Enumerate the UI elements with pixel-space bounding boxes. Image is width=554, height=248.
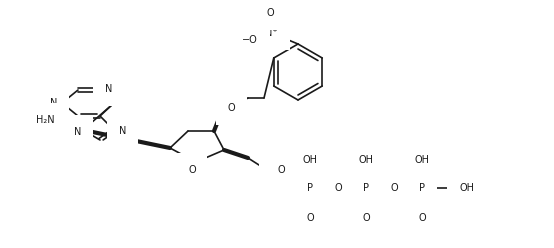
Text: O: O <box>390 183 398 193</box>
Text: OH: OH <box>302 155 317 165</box>
Text: O: O <box>306 213 314 223</box>
Text: O: O <box>418 213 426 223</box>
Text: O: O <box>277 165 285 175</box>
Text: O: O <box>266 8 274 18</box>
Text: P: P <box>307 183 313 193</box>
Text: N: N <box>74 127 81 137</box>
Text: OH: OH <box>358 155 373 165</box>
Text: OH: OH <box>459 183 474 193</box>
Text: N: N <box>119 126 126 136</box>
Text: O: O <box>334 183 342 193</box>
Text: P: P <box>363 183 369 193</box>
Text: N: N <box>105 84 112 94</box>
Text: H₂N: H₂N <box>37 115 55 125</box>
Text: O: O <box>188 165 196 175</box>
Text: O: O <box>228 103 235 113</box>
Text: P: P <box>419 183 425 193</box>
Text: OH: OH <box>414 155 429 165</box>
Text: N⁺: N⁺ <box>265 28 278 38</box>
Text: −O: −O <box>242 35 258 45</box>
Text: O: O <box>362 213 370 223</box>
Text: N: N <box>50 98 57 108</box>
Text: O: O <box>270 160 278 170</box>
